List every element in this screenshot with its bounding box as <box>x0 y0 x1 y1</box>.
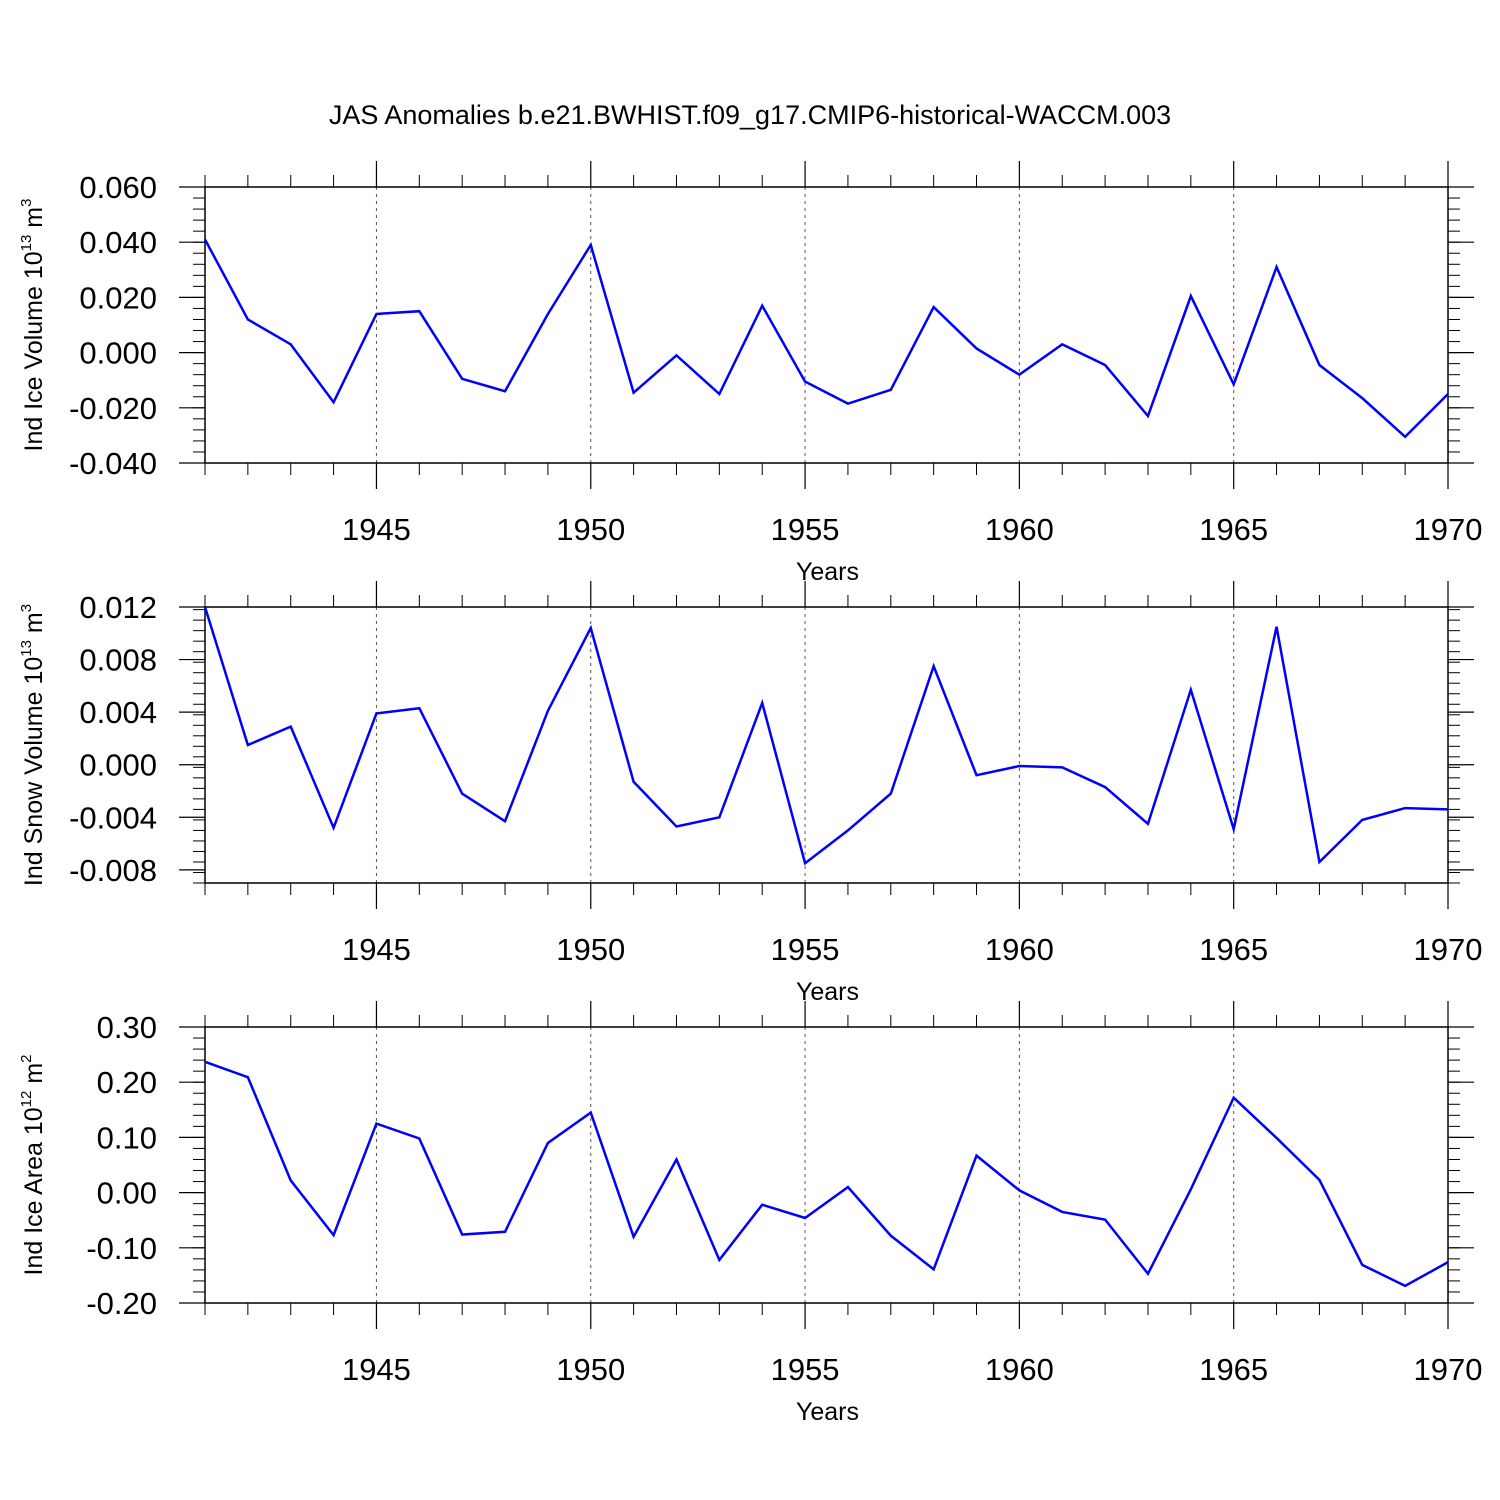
y-axis-label: Ind Ice Area 1012 m2 <box>18 1055 48 1276</box>
y-axis-label: Ind Ice Volume 1013 m3 <box>18 199 48 452</box>
x-axis-label: Years <box>796 1398 859 1426</box>
y-tick-label: 0.30 <box>97 1010 157 1045</box>
x-tick-label: 1965 <box>1199 512 1268 547</box>
y-tick-label: -0.20 <box>86 1286 157 1321</box>
panel-2: -0.008 -0.004 0.000 0.004 0.008 0.012 1945 1950… <box>18 581 1482 1006</box>
x-tick-label: 1945 <box>342 512 411 547</box>
y-tick-label: 0.10 <box>97 1120 157 1155</box>
y-axis-label: Ind Snow Volume 1013 m3 <box>18 604 48 886</box>
y-tick-label: 0.008 <box>79 643 157 678</box>
x-tick-label: 1965 <box>1199 1352 1268 1387</box>
y-tick-label: 0.00 <box>97 1176 157 1211</box>
x-tick-label: 1945 <box>342 932 411 967</box>
y-tick-label: -0.040 <box>69 446 157 481</box>
x-tick-label: 1955 <box>771 1352 840 1387</box>
plot-frame <box>204 186 1449 464</box>
y-tick-label: 0.004 <box>79 695 157 730</box>
series-line <box>203 606 1449 866</box>
y-tick-label: 0.020 <box>79 280 157 315</box>
panel-1: -0.040 -0.020 0.000 0.020 0.040 0.060 1945 1950… <box>18 161 1482 586</box>
y-tick-label: 0.060 <box>79 170 157 205</box>
panel-3: -0.20 -0.10 0.00 0.10 0.20 0.30 1945 1950 1955 19… <box>18 1001 1482 1426</box>
x-tick-label: 1950 <box>556 932 625 967</box>
x-tick-label: 1960 <box>985 932 1054 967</box>
x-tick-label: 1950 <box>556 1352 625 1387</box>
y-tick-label: -0.10 <box>86 1231 157 1266</box>
x-tick-label: 1965 <box>1199 932 1268 967</box>
x-tick-label: 1960 <box>985 512 1054 547</box>
series-line <box>204 1060 1449 1288</box>
plot-frame <box>204 606 1449 884</box>
x-tick-label: 1955 <box>771 932 840 967</box>
x-tick-label: 1970 <box>1414 1352 1483 1387</box>
x-axis-label: Years <box>796 978 859 1006</box>
figure-title: JAS Anomalies b.e21.BWHIST.f09_g17.CMIP6… <box>329 100 1171 130</box>
y-tick-label: 0.012 <box>79 590 157 625</box>
y-tick-label: 0.040 <box>79 225 157 260</box>
x-tick-label: 1945 <box>342 1352 411 1387</box>
y-tick-label: -0.008 <box>69 853 157 888</box>
x-tick-label: 1960 <box>985 1352 1054 1387</box>
x-tick-label: 1955 <box>771 512 840 547</box>
y-tick-label: 0.000 <box>79 748 157 783</box>
x-tick-label: 1970 <box>1414 932 1483 967</box>
y-tick-label: 0.000 <box>79 336 157 371</box>
y-tick-label: 0.20 <box>97 1065 157 1100</box>
y-tick-label: -0.020 <box>69 391 157 426</box>
x-tick-label: 1970 <box>1414 512 1483 547</box>
x-tick-label: 1950 <box>556 512 625 547</box>
plot-frame <box>204 1026 1449 1304</box>
y-tick-label: -0.004 <box>69 800 157 835</box>
x-axis-label: Years <box>796 558 859 586</box>
series-line <box>203 238 1449 439</box>
